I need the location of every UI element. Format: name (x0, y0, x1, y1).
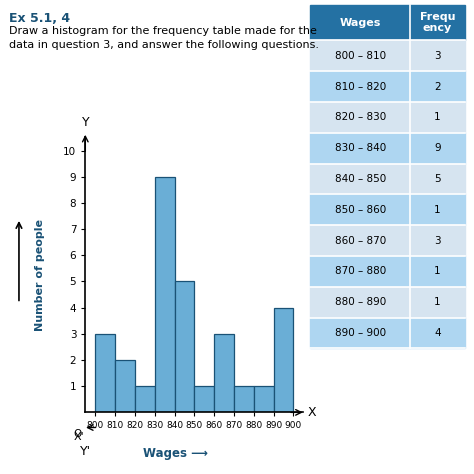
Bar (273, 308, 293, 412)
Text: 810 – 820: 810 – 820 (335, 82, 386, 91)
Text: Draw a histogram for the frequency table made for the: Draw a histogram for the frequency table… (9, 26, 318, 36)
Text: 830 – 840: 830 – 840 (335, 143, 386, 153)
Bar (254, 386, 273, 412)
Text: 820 – 830: 820 – 830 (335, 112, 386, 122)
Bar (155, 177, 174, 412)
Bar (135, 386, 155, 412)
Text: Ex 5.1, 4: Ex 5.1, 4 (9, 12, 71, 25)
Text: Number of people: Number of people (35, 219, 46, 331)
Text: 3: 3 (434, 236, 440, 246)
Text: 4: 4 (434, 328, 440, 338)
Text: 1: 1 (434, 297, 440, 307)
Text: Frequ
ency: Frequ ency (419, 12, 455, 33)
Text: data in question 3, and answer the following questions.: data in question 3, and answer the follo… (9, 40, 319, 50)
Bar (115, 360, 135, 412)
Bar (194, 386, 214, 412)
Text: 890 – 900: 890 – 900 (335, 328, 386, 338)
Text: O: O (74, 429, 82, 439)
Text: 800 – 810: 800 – 810 (335, 51, 386, 61)
Bar (234, 386, 254, 412)
Text: 2: 2 (434, 82, 440, 91)
Text: Y': Y' (80, 446, 91, 458)
Text: 1: 1 (434, 112, 440, 122)
Bar (214, 334, 234, 412)
Text: 5: 5 (434, 174, 440, 184)
Text: 840 – 850: 840 – 850 (335, 174, 386, 184)
Text: X: X (308, 406, 316, 419)
Text: Wages ⟶: Wages ⟶ (143, 447, 208, 460)
Text: 870 – 880: 870 – 880 (335, 266, 386, 276)
Text: 1: 1 (434, 205, 440, 215)
Text: 880 – 890: 880 – 890 (335, 297, 386, 307)
Bar (95, 334, 115, 412)
Text: 3: 3 (434, 51, 440, 61)
Text: 860 – 870: 860 – 870 (335, 236, 386, 246)
Bar (174, 282, 194, 412)
Text: Wages: Wages (339, 18, 381, 27)
Text: 850 – 860: 850 – 860 (335, 205, 386, 215)
Text: X': X' (73, 432, 84, 442)
Text: Y: Y (82, 116, 89, 129)
Text: 9: 9 (434, 143, 440, 153)
Text: 1: 1 (434, 266, 440, 276)
